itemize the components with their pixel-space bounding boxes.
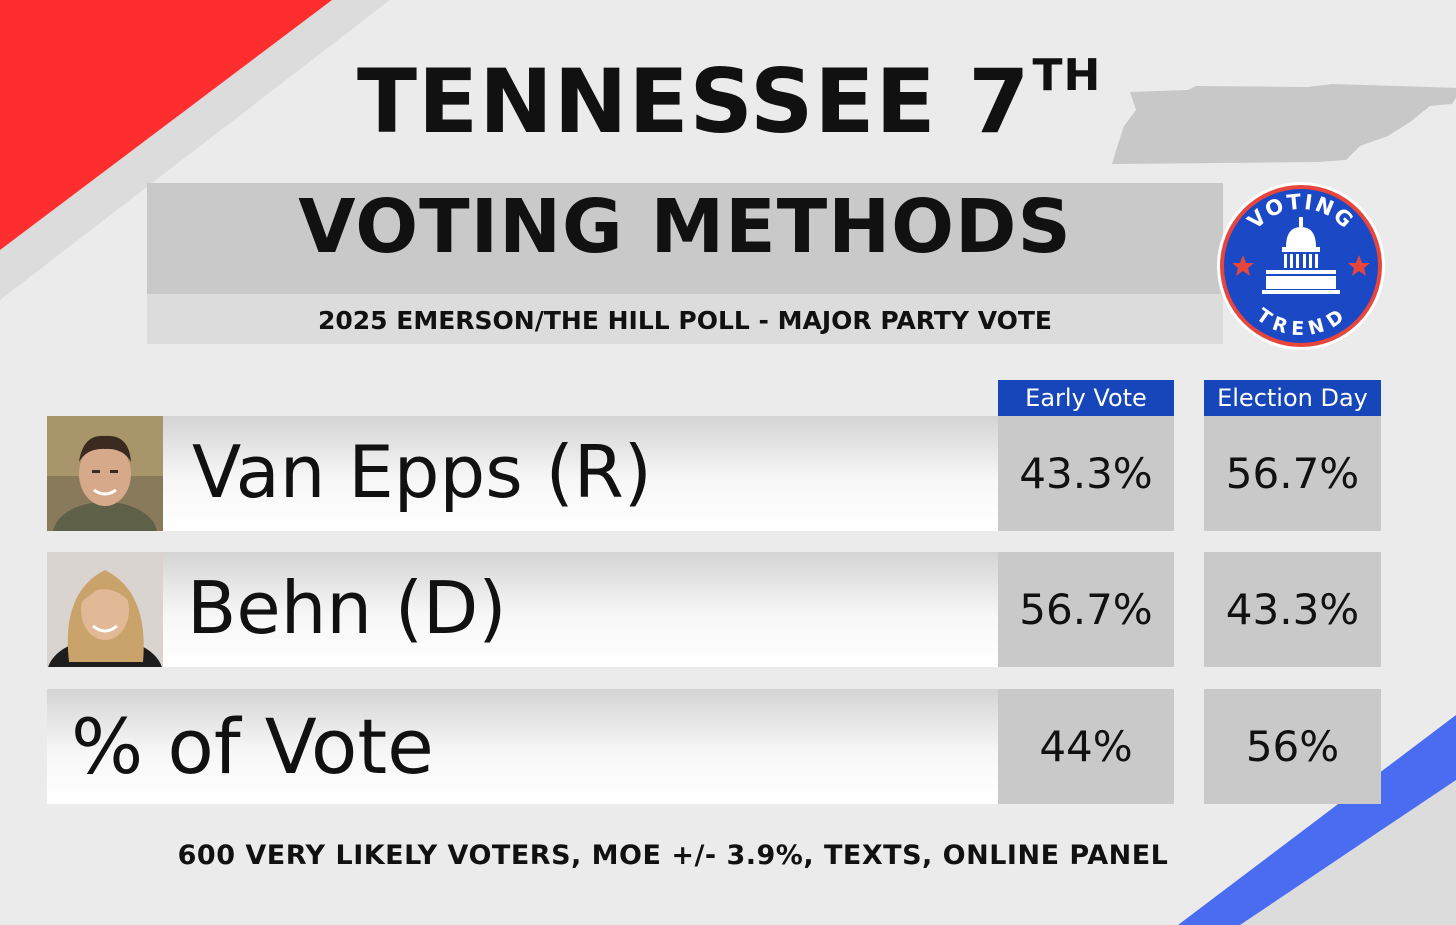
value-cell: 43.3% <box>1204 552 1381 667</box>
title-superscript: TH <box>1032 50 1102 101</box>
tennessee-map-icon <box>1112 84 1456 164</box>
star-icon <box>1348 255 1370 276</box>
row-label: % of Vote <box>71 702 434 791</box>
table-row: Van Epps (R) <box>47 416 998 531</box>
row-label: Behn (D) <box>187 566 507 650</box>
row-label: Van Epps (R) <box>192 430 652 514</box>
value-cell: 44% <box>998 689 1174 804</box>
column-header: Early Vote <box>998 380 1174 417</box>
candidate-photo <box>47 416 163 531</box>
star-icon <box>1232 255 1254 276</box>
page-subtitle: VOTING METHODS <box>298 184 1072 270</box>
source-band <box>147 294 1223 344</box>
candidate-photo <box>47 552 163 667</box>
subtitle-band <box>147 183 1223 294</box>
capitol-dome-icon <box>1262 217 1340 294</box>
column-header: Election Day <box>1204 380 1381 417</box>
value-cell: 56% <box>1204 689 1381 804</box>
value-cell: 43.3% <box>998 416 1174 531</box>
poll-source: 2025 EMERSON/THE HILL POLL - MAJOR PARTY… <box>317 306 1053 335</box>
table-row: % of Vote <box>47 689 998 804</box>
blue-corner-stripe <box>1178 715 1456 925</box>
voting-trend-logo: VOTING TREND <box>1217 182 1385 350</box>
page-title: TENNESSEE 7TH <box>357 50 1102 153</box>
methodology-note: 600 VERY LIKELY VOTERS, MOE +/- 3.9%, TE… <box>177 840 1169 871</box>
value-cell: 56.7% <box>998 552 1174 667</box>
table-row: Behn (D) <box>47 552 998 667</box>
red-corner-stripe <box>0 0 332 250</box>
value-cell: 56.7% <box>1204 416 1381 531</box>
